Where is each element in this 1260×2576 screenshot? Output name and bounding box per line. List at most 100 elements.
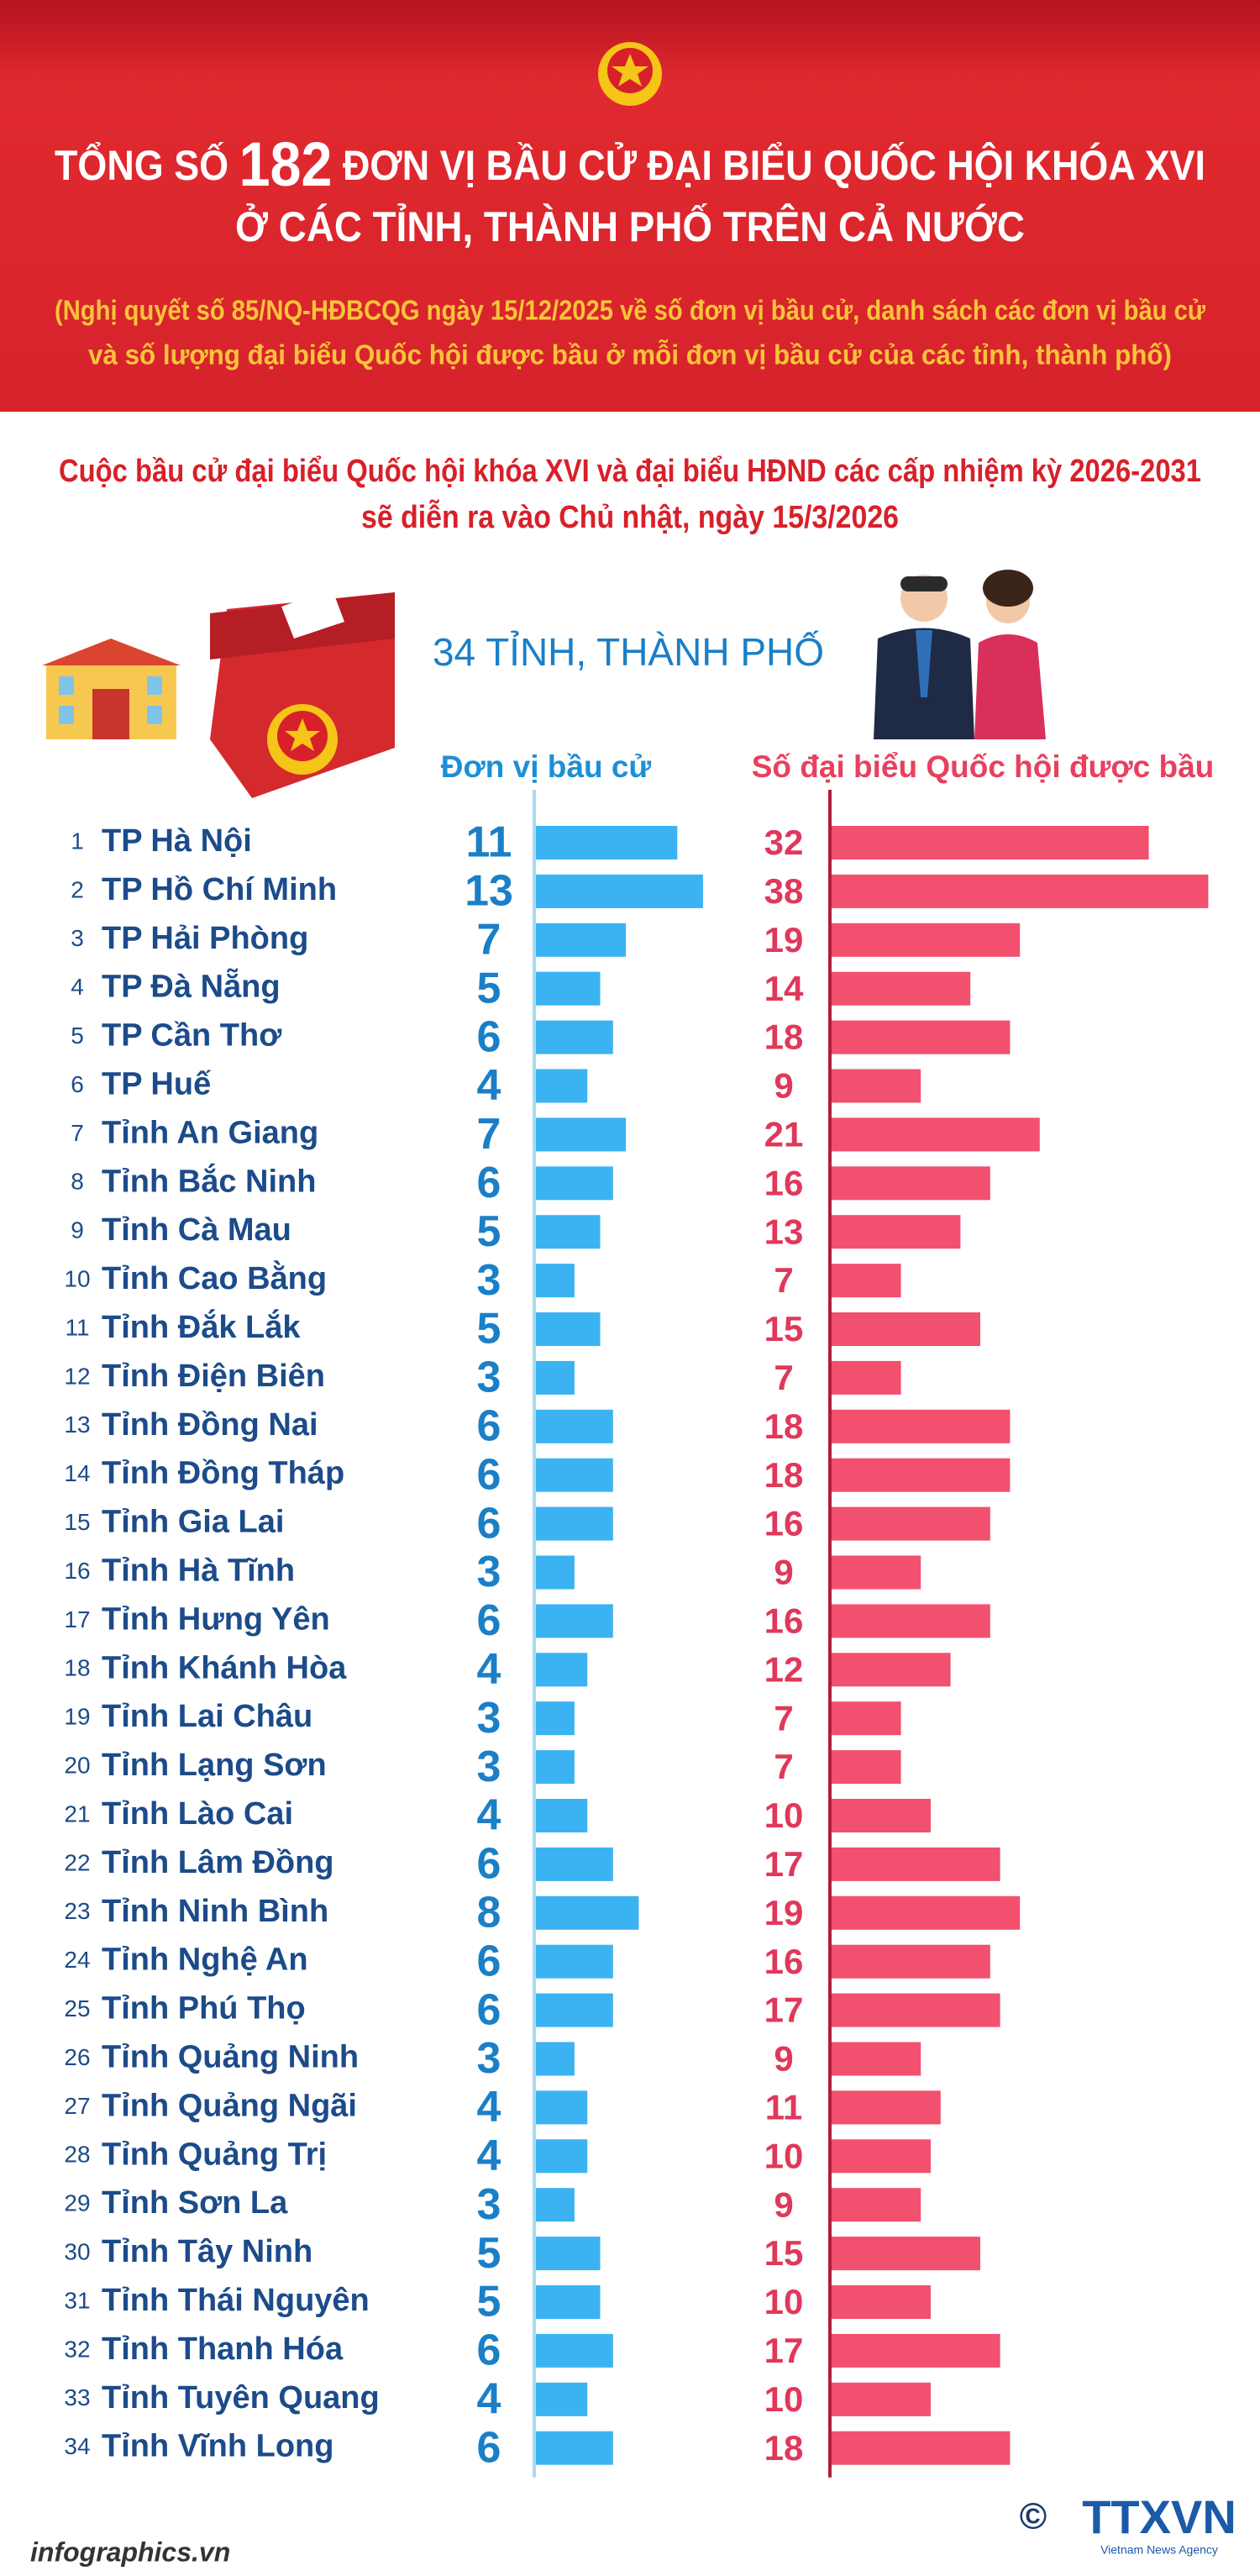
province-name: Tỉnh Bắc Ninh [102, 1162, 316, 1199]
bar [536, 1312, 601, 1346]
bar [832, 1993, 1000, 2027]
bar [832, 1458, 1011, 1492]
rank: 16 [64, 1558, 90, 1584]
bar [536, 1506, 613, 1541]
value-label: 19 [764, 920, 804, 959]
province-name: Tỉnh Thái Nguyên [102, 2283, 370, 2318]
bar [832, 1701, 901, 1736]
bar [536, 971, 601, 1006]
value-label: 5 [477, 2229, 501, 2278]
bar [536, 1750, 575, 1785]
rank: 14 [64, 1460, 90, 1486]
value-label: 16 [764, 1163, 804, 1202]
bar [832, 1604, 990, 1638]
province-name: TP Hải Phòng [102, 921, 308, 956]
value-label: 4 [477, 1791, 501, 1840]
bar [832, 1944, 990, 1979]
bar [832, 923, 1021, 957]
series-header: Đơn vị bầu cử [441, 749, 652, 784]
bar [536, 826, 678, 860]
bar [832, 1020, 1011, 1054]
value-label: 7 [477, 916, 501, 965]
province-name: Tỉnh Đồng Nai [102, 1407, 318, 1443]
province-name: TP Hà Nội [102, 823, 252, 859]
title-total: 182 [239, 129, 333, 199]
province-name: Tỉnh Lâm Đồng [102, 1845, 334, 1880]
bar [536, 1701, 575, 1736]
bar [536, 1847, 613, 1881]
bar [536, 874, 703, 908]
bar [832, 1215, 961, 1249]
bar [536, 1409, 613, 1443]
province-name: Tỉnh Tây Ninh [102, 2234, 312, 2269]
rank: 31 [64, 2287, 90, 2313]
value-label: 18 [764, 1017, 804, 1057]
province-name: Tỉnh Đồng Tháp [102, 1456, 344, 1491]
bar [832, 1312, 980, 1346]
bar [536, 1264, 575, 1298]
value-label: 9 [774, 2184, 793, 2224]
bar [832, 1117, 1040, 1152]
province-name: Tỉnh An Giang [102, 1115, 318, 1150]
value-label: 18 [764, 1455, 804, 1495]
rank: 24 [64, 1947, 90, 1973]
note-line: và số lượng đại biểu Quốc hội được bầu ở… [88, 339, 1172, 371]
bar [832, 1895, 1021, 1930]
value-label: 11 [765, 2087, 802, 2127]
rank: 25 [64, 1995, 90, 2021]
intro-line: sẽ diễn ra vào Chủ nhật, ngày 15/3/2026 [361, 498, 899, 535]
value-label: 15 [764, 1309, 804, 1348]
bar [536, 2042, 575, 2076]
value-label: 17 [764, 1844, 804, 1884]
value-label: 4 [477, 2132, 501, 2180]
value-label: 10 [764, 1795, 804, 1835]
ballot-box-illustration [210, 588, 395, 798]
bar [536, 2431, 613, 2465]
bar [832, 2139, 931, 2174]
rank: 3 [71, 925, 84, 951]
value-label: 6 [477, 2423, 501, 2472]
bar [832, 2237, 980, 2271]
rank: 11 [65, 1314, 89, 1340]
bar [536, 1944, 613, 1979]
copyright: © [1020, 2496, 1047, 2537]
rank: 9 [71, 1217, 84, 1243]
bar [832, 2285, 931, 2319]
value-label: 16 [764, 1942, 804, 1981]
value-label: 14 [764, 969, 804, 1008]
province-name: Tỉnh Quảng Trị [102, 2137, 327, 2172]
rank: 21 [64, 1801, 90, 1827]
value-label: 4 [477, 2083, 501, 2132]
bar [536, 1117, 627, 1152]
rank: 6 [71, 1071, 84, 1097]
province-name: Tỉnh Lai Châu [102, 1699, 312, 1734]
province-name: Tỉnh Hà Tĩnh [102, 1553, 295, 1589]
rank: 13 [64, 1412, 90, 1438]
bar [832, 826, 1149, 860]
rank: 10 [64, 1265, 90, 1291]
bar [536, 1653, 588, 1687]
province-name: Tỉnh Thanh Hóa [102, 2332, 344, 2367]
province-name: TP Huế [102, 1067, 212, 1102]
value-label: 10 [764, 2136, 804, 2175]
value-label: 6 [477, 1450, 501, 1499]
value-label: 18 [764, 1406, 804, 1446]
bar [536, 1604, 613, 1638]
value-label: 6 [477, 1402, 501, 1451]
logo: TTXVN [1082, 2490, 1236, 2543]
emblem [598, 42, 662, 106]
value-label: 3 [477, 2034, 501, 2083]
value-label: 32 [764, 823, 804, 862]
province-name: Tỉnh Ninh Bình [102, 1894, 328, 1929]
value-label: 6 [477, 1499, 501, 1548]
value-label: 11 [466, 818, 512, 867]
value-label: 8 [477, 1889, 501, 1937]
value-label: 7 [477, 1110, 501, 1159]
bar [832, 1069, 921, 1103]
rank: 7 [71, 1120, 84, 1146]
title-line-2: Ở CÁC TỈNH, THÀNH PHỐ TRÊN CẢ NƯỚC [235, 202, 1025, 250]
bar [536, 1895, 639, 1930]
province-name: Tỉnh Gia Lai [102, 1505, 284, 1540]
value-label: 4 [477, 1061, 501, 1110]
